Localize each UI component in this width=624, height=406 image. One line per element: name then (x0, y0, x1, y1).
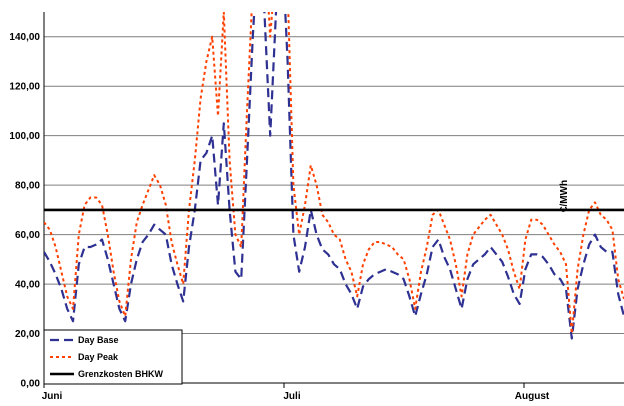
y-tick-label: 20,00 (15, 329, 40, 340)
series-line-day-base (44, 12, 624, 340)
y-axis-ticks: 0,00 20,00 40,00 60,00 80,00 100,00 120,00 140,… (9, 32, 40, 389)
legend-label-day-peak: Day Peak (78, 352, 119, 362)
x-axis-ticks: Juni Juli August (42, 383, 550, 402)
y-tick-label: 0,00 (21, 379, 41, 390)
legend: Day Base Day Peak Grenzkosten BHKW (43, 329, 183, 385)
x-tick-label: Juli (283, 391, 300, 402)
y-tick-label: 40,00 (15, 280, 40, 291)
series-lines (44, 12, 624, 340)
x-tick-label: Juni (42, 391, 63, 402)
y-axis-title: €/MWh (559, 180, 570, 212)
x-tick-label: August (515, 391, 550, 402)
y-tick-label: 120,00 (9, 82, 40, 93)
legend-label-day-base: Day Base (78, 335, 119, 345)
y-tick-label: 80,00 (15, 181, 40, 192)
y-tick-label: 60,00 (15, 230, 40, 241)
series-line-day-peak (44, 12, 624, 335)
y-tick-label: 100,00 (9, 131, 40, 142)
y-tick-label: 140,00 (9, 32, 40, 43)
legend-label-grenzkosten: Grenzkosten BHKW (78, 369, 164, 379)
grid (43, 12, 624, 384)
